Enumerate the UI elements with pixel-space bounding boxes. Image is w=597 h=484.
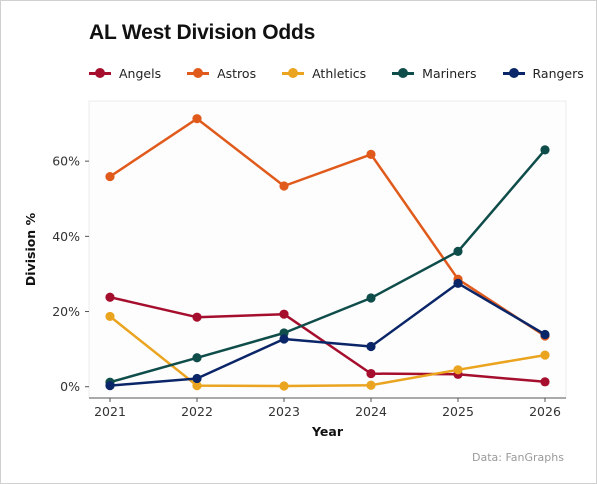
- data-point-athletics: [366, 380, 376, 390]
- data-point-astros: [366, 149, 376, 159]
- series-line-rangers: [108, 282, 547, 387]
- data-point-rangers: [366, 341, 376, 352]
- series-line-mariners: [108, 148, 547, 384]
- legend-swatch-astros: [187, 66, 210, 80]
- series-line-astros: [108, 117, 547, 338]
- data-point-astros: [192, 114, 202, 124]
- legend-label: Athletics: [312, 65, 367, 81]
- data-point-angels: [366, 368, 376, 379]
- data-point-mariners: [453, 246, 463, 256]
- y-tick-label: 20%: [52, 304, 80, 319]
- x-tick-label: 2021: [94, 404, 126, 419]
- legend-item-athletics: Athletics: [282, 66, 366, 81]
- legend-item-mariners: Mariners: [392, 65, 477, 81]
- data-point-mariners: [192, 353, 202, 363]
- data-point-angels: [540, 377, 550, 387]
- data-point-angels: [105, 292, 115, 302]
- data-point-mariners: [366, 293, 376, 303]
- y-tick-label: 60%: [52, 154, 80, 169]
- data-point-rangers: [279, 334, 289, 344]
- plot-area: [88, 100, 567, 399]
- data-point-rangers: [453, 278, 463, 288]
- legend-label: Astros: [217, 65, 257, 81]
- data-point-athletics: [105, 311, 115, 322]
- x-tick-label: 2026: [529, 404, 561, 419]
- data-point-athletics: [540, 350, 550, 360]
- data-point-astros: [105, 171, 115, 182]
- legend-item-rangers: Rangers: [502, 65, 584, 81]
- x-tick-label: 2023: [268, 404, 300, 419]
- data-point-rangers: [540, 329, 550, 340]
- data-point-angels: [279, 309, 289, 319]
- data-point-mariners: [540, 145, 550, 155]
- data-point-athletics: [192, 380, 202, 391]
- chart-title: AL West Division Odds: [89, 21, 316, 44]
- data-point-rangers: [105, 380, 115, 391]
- x-axis-title: Year: [311, 424, 344, 439]
- legend-swatch-angels: [89, 66, 111, 80]
- data-point-astros: [279, 181, 289, 191]
- data-point-athletics: [279, 381, 289, 391]
- data-source-note: Data: FanGraphs: [472, 451, 564, 464]
- legend-swatch-mariners: [392, 66, 415, 80]
- legend-label: Angels: [119, 65, 162, 81]
- x-tick-label: 2022: [181, 404, 213, 419]
- data-point-athletics: [453, 365, 463, 375]
- y-tick-label: 40%: [52, 229, 80, 244]
- legend-swatch-athletics: [282, 66, 305, 80]
- legend-item-angels: Angels: [89, 66, 161, 81]
- y-axis-title: Division %: [23, 212, 38, 286]
- x-tick-label: 2024: [355, 404, 387, 419]
- legend-swatch-rangers: [502, 66, 525, 80]
- y-tick-label: 0%: [60, 379, 80, 394]
- legend-item-astros: Astros: [187, 66, 256, 81]
- data-point-angels: [192, 312, 202, 322]
- x-tick-label: 2025: [442, 404, 474, 419]
- legend-label: Rangers: [532, 65, 584, 81]
- data-point-rangers: [192, 373, 202, 384]
- legend-label: Mariners: [422, 65, 477, 81]
- chart-legend: Angels Astros Athletics Mariners Rangers: [89, 63, 597, 83]
- series-line-athletics: [108, 315, 547, 388]
